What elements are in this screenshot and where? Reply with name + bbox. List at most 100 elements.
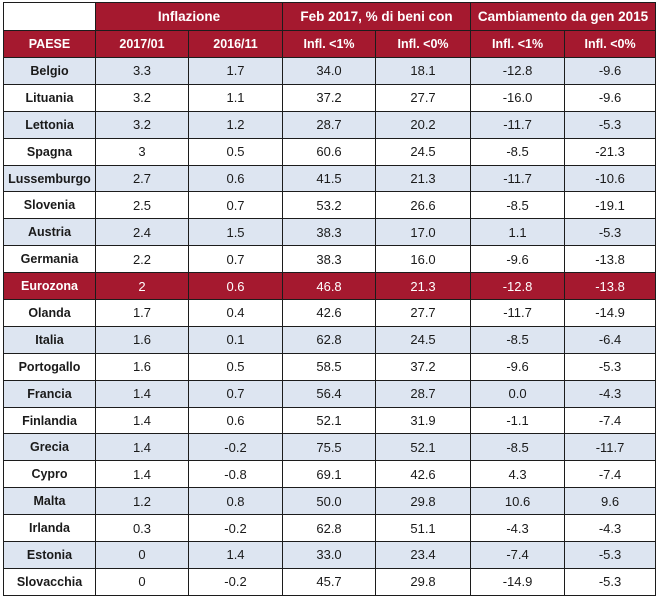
cell-inflazione-2016-11: 1.1	[187, 83, 284, 112]
cell-chg-infl-lt1: -12.8	[470, 57, 566, 85]
cell-paese: Italia	[3, 325, 96, 354]
table-row: Italia 1.6 0.1 62.8 24.5 -8.5 -6.4	[3, 325, 657, 354]
cell-feb-infl-lt0: 52.1	[375, 433, 472, 462]
cell-feb-infl-lt1: 75.5	[282, 433, 377, 462]
header-column-row: PAESE 2017/01 2016/11 Infl. <1% Infl. <0…	[3, 30, 657, 58]
cell-inflazione-2017-01: 0	[95, 541, 189, 569]
table-row: Spagna 3 0.5 60.6 24.5 -8.5 -21.3	[3, 137, 657, 166]
cell-inflazione-2017-01: 2	[95, 272, 189, 301]
cell-inflazione-2017-01: 3	[95, 137, 189, 166]
cell-paese: Olanda	[3, 299, 96, 327]
cell-paese: Lituania	[3, 83, 96, 112]
table-row: Lituania 3.2 1.1 37.2 27.7 -16.0 -9.6	[3, 83, 657, 112]
cell-inflazione-2017-01: 1.7	[95, 299, 189, 327]
cell-paese: Grecia	[3, 433, 96, 462]
cell-paese: Estonia	[3, 541, 96, 569]
cell-inflazione-2017-01: 3.2	[95, 83, 189, 112]
cell-chg-infl-lt1: -8.5	[470, 137, 566, 166]
cell-chg-infl-lt1: -12.8	[470, 272, 566, 301]
cell-inflazione-2016-11: 0.6	[187, 272, 284, 301]
cell-chg-infl-lt0: -5.3	[564, 352, 657, 381]
cell-inflazione-2016-11: 0.1	[187, 325, 284, 354]
cell-chg-infl-lt0: -5.3	[564, 567, 657, 596]
cell-feb-infl-lt0: 37.2	[375, 352, 472, 381]
cell-feb-infl-lt1: 38.3	[282, 245, 377, 274]
header-corner	[3, 2, 96, 31]
cell-feb-infl-lt1: 42.6	[282, 299, 377, 327]
cell-chg-infl-lt0: -14.9	[564, 299, 657, 327]
cell-inflazione-2017-01: 3.3	[95, 57, 189, 85]
table-row: Portogallo 1.6 0.5 58.5 37.2 -9.6 -5.3	[3, 352, 657, 381]
cell-chg-infl-lt0: 9.6	[564, 487, 657, 516]
cell-paese: Eurozona	[3, 272, 96, 301]
cell-feb-infl-lt1: 28.7	[282, 110, 377, 139]
cell-paese: Francia	[3, 379, 96, 408]
col-header-feb-infl-lt0: Infl. <0%	[375, 30, 472, 58]
cell-feb-infl-lt0: 17.0	[375, 218, 472, 247]
cell-inflazione-2017-01: 1.2	[95, 487, 189, 516]
cell-chg-infl-lt0: -10.6	[564, 164, 657, 193]
table-row: Lussemburgo 2.7 0.6 41.5 21.3 -11.7 -10.6	[3, 164, 657, 193]
cell-feb-infl-lt0: 20.2	[375, 110, 472, 139]
cell-chg-infl-lt0: -9.6	[564, 57, 657, 85]
table-row: Slovenia 2.5 0.7 53.2 26.6 -8.5 -19.1	[3, 191, 657, 220]
col-header-feb-infl-lt1: Infl. <1%	[282, 30, 377, 58]
cell-chg-infl-lt0: -7.4	[564, 460, 657, 489]
cell-inflazione-2017-01: 0.3	[95, 514, 189, 543]
cell-chg-infl-lt1: -9.6	[470, 245, 566, 274]
cell-feb-infl-lt0: 21.3	[375, 164, 472, 193]
cell-chg-infl-lt1: -8.5	[470, 191, 566, 220]
cell-feb-infl-lt1: 52.1	[282, 406, 377, 435]
cell-paese: Lettonia	[3, 110, 96, 139]
cell-inflazione-2016-11: -0.2	[187, 514, 284, 543]
cell-feb-infl-lt1: 46.8	[282, 272, 377, 301]
cell-feb-infl-lt1: 37.2	[282, 83, 377, 112]
cell-paese: Belgio	[3, 57, 96, 85]
cell-feb-infl-lt1: 56.4	[282, 379, 377, 408]
cell-inflazione-2016-11: 0.5	[187, 352, 284, 381]
cell-chg-infl-lt0: -4.3	[564, 379, 657, 408]
cell-inflazione-2017-01: 1.4	[95, 433, 189, 462]
cell-feb-infl-lt0: 24.5	[375, 325, 472, 354]
cell-feb-infl-lt1: 41.5	[282, 164, 377, 193]
cell-chg-infl-lt0: -13.8	[564, 272, 657, 301]
cell-inflazione-2016-11: 0.6	[187, 164, 284, 193]
cell-feb-infl-lt1: 62.8	[282, 514, 377, 543]
cell-inflazione-2016-11: -0.2	[187, 567, 284, 596]
cell-inflazione-2016-11: 1.4	[187, 541, 284, 569]
cell-feb-infl-lt0: 27.7	[375, 299, 472, 327]
table-row: Irlanda 0.3 -0.2 62.8 51.1 -4.3 -4.3	[3, 514, 657, 543]
table-row: Belgio 3.3 1.7 34.0 18.1 -12.8 -9.6	[3, 57, 657, 85]
cell-inflazione-2016-11: -0.2	[187, 433, 284, 462]
cell-chg-infl-lt1: 10.6	[470, 487, 566, 516]
table-row: Slovacchia 0 -0.2 45.7 29.8 -14.9 -5.3	[3, 567, 657, 596]
cell-feb-infl-lt1: 38.3	[282, 218, 377, 247]
cell-chg-infl-lt0: -5.3	[564, 110, 657, 139]
cell-chg-infl-lt0: -5.3	[564, 541, 657, 569]
cell-chg-infl-lt1: -11.7	[470, 164, 566, 193]
cell-chg-infl-lt0: -13.8	[564, 245, 657, 274]
col-header-chg-infl-lt0: Infl. <0%	[564, 30, 657, 58]
table-row: Lettonia 3.2 1.2 28.7 20.2 -11.7 -5.3	[3, 110, 657, 139]
cell-inflazione-2017-01: 2.7	[95, 164, 189, 193]
cell-feb-infl-lt1: 69.1	[282, 460, 377, 489]
cell-paese: Portogallo	[3, 352, 96, 381]
cell-chg-infl-lt1: -8.5	[470, 433, 566, 462]
cell-chg-infl-lt1: -9.6	[470, 352, 566, 381]
cell-inflazione-2017-01: 2.2	[95, 245, 189, 274]
cell-inflazione-2016-11: 1.2	[187, 110, 284, 139]
cell-chg-infl-lt1: -11.7	[470, 299, 566, 327]
cell-inflazione-2017-01: 2.5	[95, 191, 189, 220]
cell-chg-infl-lt1: -7.4	[470, 541, 566, 569]
cell-inflazione-2016-11: 0.7	[187, 379, 284, 408]
cell-feb-infl-lt0: 16.0	[375, 245, 472, 274]
cell-inflazione-2017-01: 3.2	[95, 110, 189, 139]
table-row: Malta 1.2 0.8 50.0 29.8 10.6 9.6	[3, 487, 657, 516]
table-row: Finlandia 1.4 0.6 52.1 31.9 -1.1 -7.4	[3, 406, 657, 435]
cell-inflazione-2017-01: 1.4	[95, 379, 189, 408]
cell-feb-infl-lt1: 45.7	[282, 567, 377, 596]
cell-chg-infl-lt1: -8.5	[470, 325, 566, 354]
cell-chg-infl-lt0: -11.7	[564, 433, 657, 462]
cell-paese: Slovacchia	[3, 567, 96, 596]
table-row: Cypro 1.4 -0.8 69.1 42.6 4.3 -7.4	[3, 460, 657, 489]
